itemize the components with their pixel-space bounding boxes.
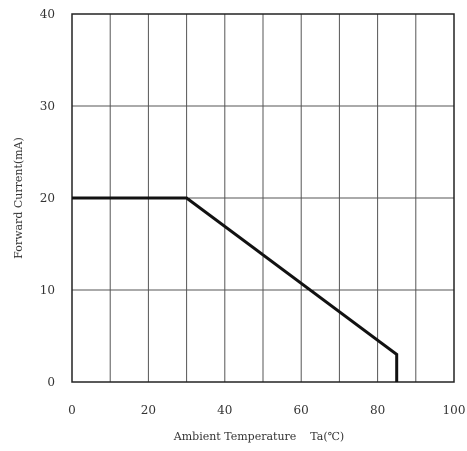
y-tick-labels: 0 10 20 30 40 — [40, 7, 55, 389]
x-tick-labels: 0 20 40 60 80 100 — [68, 403, 465, 417]
x-tick-label: 40 — [217, 403, 232, 417]
y-tick-label: 10 — [40, 283, 55, 297]
x-axis-title: Ambient Temperature Ta(℃) — [173, 430, 344, 443]
x-tick-label: 80 — [370, 403, 385, 417]
series-group — [72, 196, 399, 382]
x-tick-label: 0 — [68, 403, 76, 417]
y-tick-label: 0 — [47, 375, 55, 389]
x-tick-label: 100 — [443, 403, 466, 417]
x-tick-label: 60 — [294, 403, 309, 417]
y-tick-label: 40 — [40, 7, 55, 21]
y-axis-title: Forward Current(mA) — [12, 137, 25, 259]
y-tick-label: 20 — [40, 191, 55, 205]
y-tick-label: 30 — [40, 99, 55, 113]
derating-curve — [72, 196, 399, 382]
x-tick-label: 20 — [141, 403, 156, 417]
